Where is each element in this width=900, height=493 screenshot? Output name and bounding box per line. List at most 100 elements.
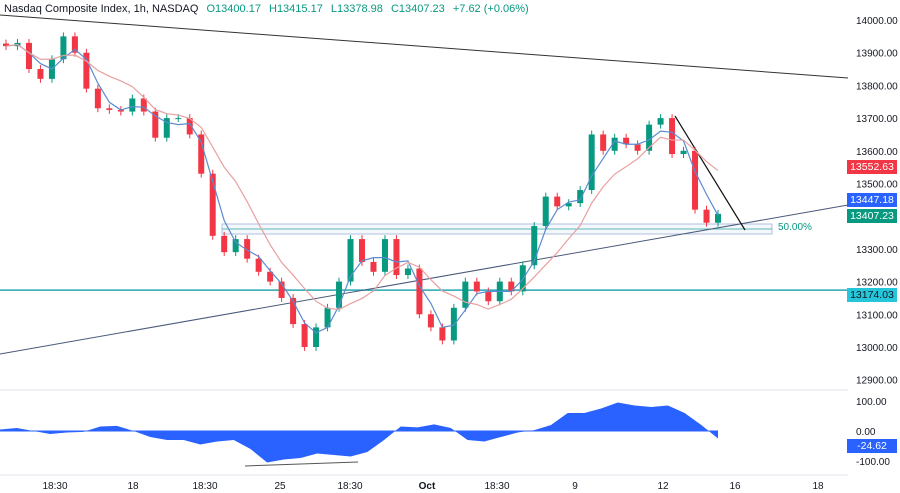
candle: [634, 144, 641, 151]
candle: [692, 150, 699, 210]
time-tick: Oct: [419, 481, 436, 492]
candle: [485, 291, 492, 302]
candle: [163, 118, 170, 138]
candle: [393, 239, 400, 276]
candle: [554, 196, 561, 207]
time-tick: 16: [729, 481, 741, 492]
oscillator-tick: 0.00: [856, 427, 876, 438]
open-value: O13400.17: [206, 3, 261, 15]
candle: [3, 43, 9, 47]
price-tick: 13900.00: [856, 49, 898, 60]
price-tick: 13100.00: [856, 310, 898, 321]
candle: [106, 108, 113, 110]
candle: [450, 307, 457, 341]
candle: [198, 134, 205, 174]
candle: [290, 297, 297, 325]
candle: [623, 137, 630, 145]
candle: [278, 281, 285, 298]
lower-trendline: [0, 204, 849, 355]
upper-trendline: [0, 14, 849, 79]
close-value: C13407.23: [390, 3, 445, 15]
candle: [542, 196, 549, 227]
candle: [427, 314, 434, 328]
candle: [404, 268, 411, 276]
ma-fast-line: [5, 43, 719, 334]
symbol-header: Nasdaq Composite Index, 1h, NASDAQ O1340…: [4, 3, 529, 15]
time-tick: 18: [812, 481, 824, 492]
candle: [336, 281, 343, 308]
time-tick: 25: [274, 481, 286, 492]
price-tick: 13200.00: [856, 278, 898, 289]
candle: [129, 98, 136, 112]
candle: [175, 118, 182, 120]
candle: [715, 213, 721, 223]
oscillator-tick: -100.00: [856, 457, 890, 468]
candle: [565, 203, 572, 207]
price-tick: 13600.00: [856, 147, 898, 158]
price-tick: 13700.00: [856, 114, 898, 125]
candle: [255, 258, 262, 272]
candle: [186, 118, 193, 135]
candle: [531, 226, 538, 266]
price-tick: 14000.00: [856, 16, 898, 27]
candle: [703, 209, 710, 223]
high-value: H13415.17: [269, 3, 323, 15]
candle: [646, 124, 653, 151]
candle: [83, 52, 90, 89]
candle: [508, 281, 515, 292]
candle: [209, 173, 216, 236]
symbol-name: Nasdaq Composite Index, 1h, NASDAQ: [4, 3, 199, 15]
candle: [359, 239, 365, 262]
candle: [588, 134, 595, 191]
candle: [267, 271, 274, 282]
candle: [94, 88, 101, 109]
time-tick: 18: [127, 481, 139, 492]
candle: [221, 235, 228, 253]
candle: [140, 98, 147, 112]
time-tick: 18:30: [192, 481, 217, 492]
price-tick: 13300.00: [856, 245, 898, 256]
candle: [37, 69, 44, 79]
ma-slow-line: [5, 43, 719, 311]
time-tick: 18:30: [337, 481, 362, 492]
price-tick: 13000.00: [856, 343, 898, 354]
price-label-last: 13407.23: [847, 209, 897, 223]
oscillator-area: [0, 402, 718, 463]
price-label-ma-fast: 13447.18: [847, 193, 897, 207]
candle: [71, 36, 78, 53]
candle: [611, 137, 618, 151]
time-tick: 18:30: [484, 481, 509, 492]
oscillator-current-label: -24.62: [847, 439, 897, 453]
candle: [324, 307, 331, 328]
divergence-line: [244, 461, 359, 467]
price-label-horizontal: 13174.03: [847, 288, 897, 302]
candle: [462, 281, 469, 308]
candle: [439, 327, 446, 341]
candle: [669, 118, 676, 155]
candle: [25, 42, 32, 70]
price-tick: 13500.00: [856, 180, 898, 191]
candle: [473, 281, 480, 292]
candle: [370, 261, 377, 272]
price-label-ma-slow: 13552.63: [847, 160, 897, 174]
price-tick: 13800.00: [856, 81, 898, 92]
candle: [152, 111, 159, 138]
candle: [680, 150, 687, 155]
oscillator-tick: 100.00: [856, 397, 887, 408]
candle: [117, 109, 124, 112]
low-value: L13378.98: [330, 3, 383, 15]
short-trendline: [674, 115, 746, 231]
fib-label: 50.00%: [778, 222, 812, 233]
candle: [313, 327, 320, 347]
candle: [381, 239, 388, 272]
candle: [244, 239, 251, 259]
time-tick: 12: [657, 481, 669, 492]
change-value: +7.62 (+0.06%): [452, 3, 529, 15]
candle: [657, 118, 664, 125]
candle: [60, 36, 67, 60]
price-tick: 12900.00: [856, 376, 898, 387]
candle: [347, 239, 354, 282]
time-tick: 9: [572, 481, 578, 492]
